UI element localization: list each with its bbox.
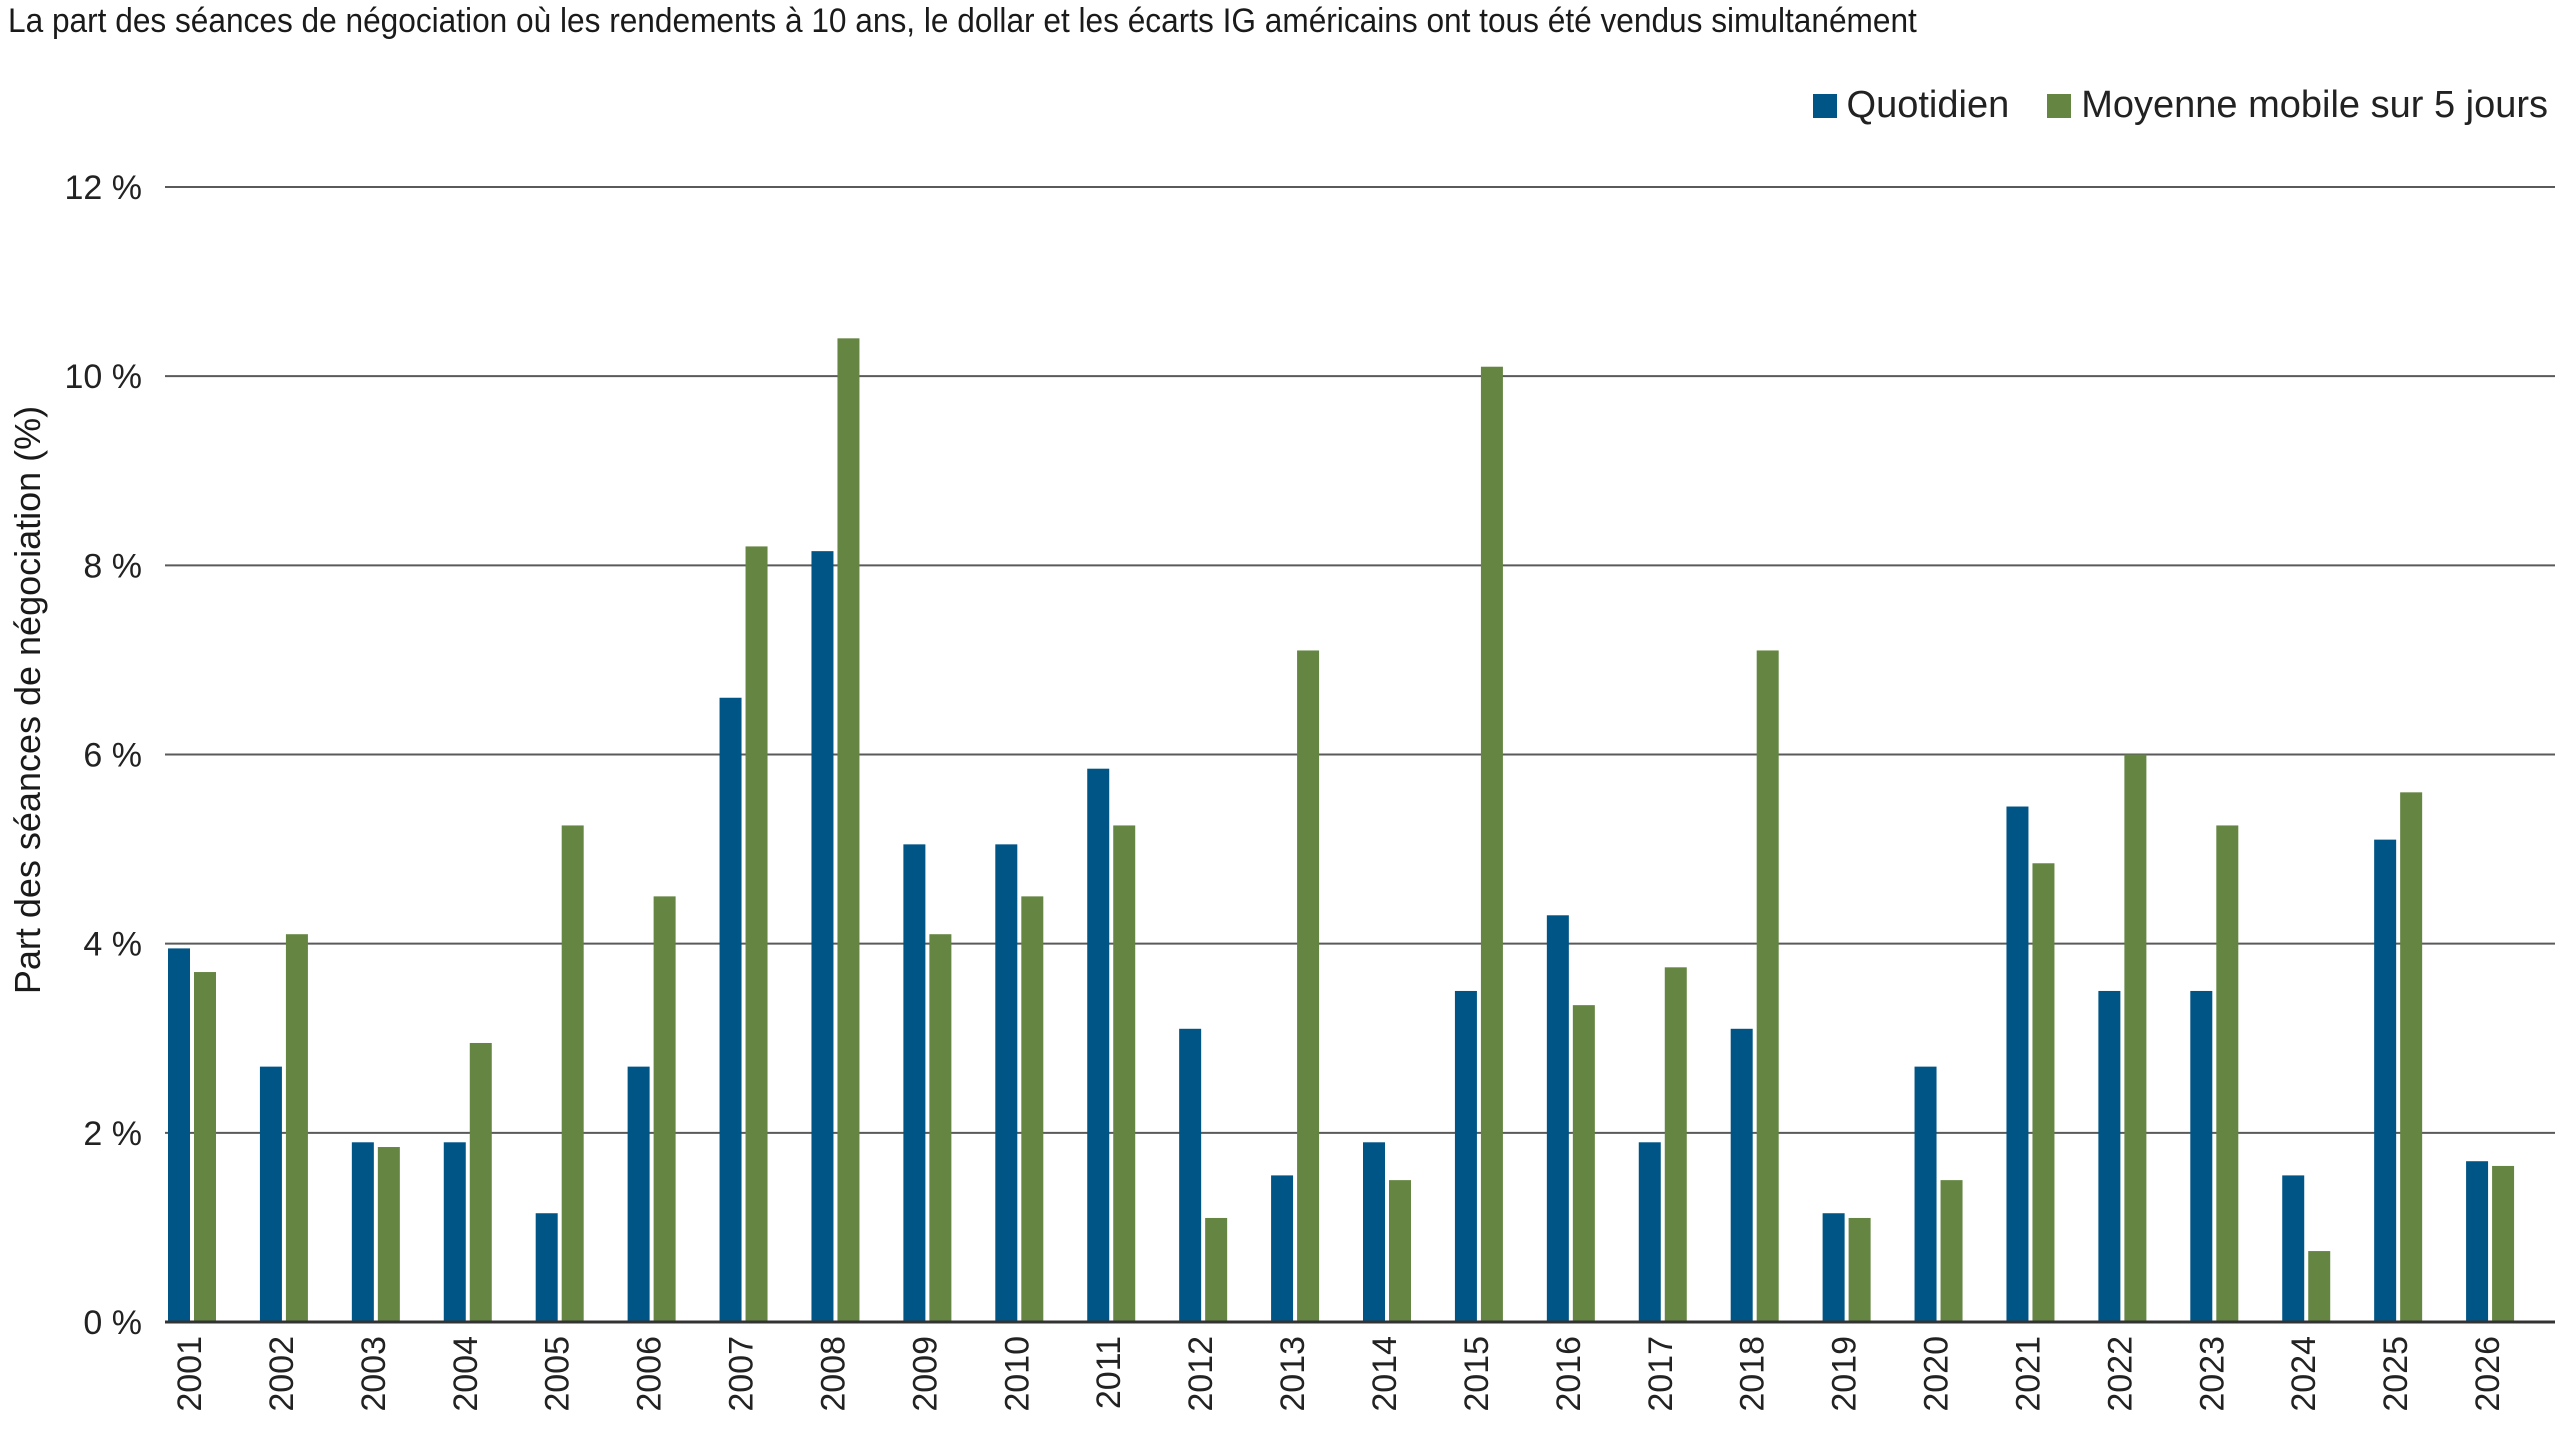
- y-tick-label: 2 %: [83, 1115, 142, 1153]
- bar-moving-average: [929, 934, 952, 1322]
- bar-daily: [2190, 990, 2213, 1322]
- bar-daily: [443, 1142, 466, 1322]
- bar-daily: [1822, 1213, 1845, 1322]
- legend-swatch-moving-average: [2047, 93, 2072, 118]
- x-tick-label: 2006: [631, 1336, 669, 1412]
- bar-daily: [1730, 1028, 1753, 1322]
- bar-moving-average: [285, 934, 308, 1322]
- bar-daily: [2466, 1161, 2489, 1322]
- bar-daily: [903, 844, 926, 1322]
- x-tick-label: 2012: [1182, 1336, 1220, 1412]
- x-tick-label: 2020: [1918, 1336, 1956, 1412]
- bar-daily: [995, 844, 1018, 1322]
- x-tick-label: 2001: [171, 1336, 209, 1412]
- x-tick-label: 2025: [2377, 1336, 2415, 1412]
- bar-moving-average: [1297, 650, 1320, 1322]
- bar-daily: [535, 1213, 558, 1322]
- bar-daily: [1546, 915, 1569, 1322]
- y-tick-label: 8 %: [83, 547, 142, 585]
- bar-daily: [1179, 1028, 1202, 1322]
- bar-daily: [1271, 1175, 1294, 1322]
- bar-moving-average: [1940, 1180, 1963, 1322]
- bar-moving-average: [469, 1042, 492, 1322]
- x-tick-label: 2008: [814, 1336, 852, 1412]
- bar-moving-average: [1480, 366, 1503, 1322]
- bar-moving-average: [194, 972, 216, 1322]
- bar-moving-average: [1848, 1217, 1871, 1322]
- x-tick-label: 2002: [263, 1336, 301, 1412]
- x-tick-label: 2009: [906, 1336, 944, 1412]
- bar-moving-average: [837, 338, 860, 1322]
- x-tick-label: 2010: [998, 1336, 1036, 1412]
- y-tick-labels: 0 % 2 % 4 % 6 % 8 % 10 % 12 %: [65, 169, 143, 1342]
- x-tick-label: 2014: [1366, 1336, 1404, 1412]
- bar-moving-average: [1389, 1180, 1411, 1322]
- bar-daily: [1363, 1142, 1385, 1322]
- bar-moving-average: [2032, 863, 2055, 1322]
- bar-daily: [259, 1066, 282, 1322]
- bar-daily: [1087, 768, 1110, 1322]
- bar-moving-average: [1205, 1217, 1228, 1322]
- bar-daily: [2374, 839, 2397, 1322]
- bar-moving-average: [1113, 825, 1136, 1322]
- bar-daily: [2098, 990, 2121, 1322]
- bar-moving-average: [1756, 650, 1779, 1322]
- bar-moving-average: [561, 825, 584, 1322]
- bar-moving-average: [2124, 754, 2147, 1322]
- y-tick-label: 0 %: [83, 1304, 142, 1342]
- bar-moving-average: [2216, 825, 2239, 1322]
- bar-moving-average: [2492, 1165, 2515, 1322]
- y-tick-label: 6 %: [83, 737, 142, 775]
- bar-daily: [719, 697, 742, 1322]
- x-tick-label: 2021: [2009, 1336, 2047, 1412]
- x-tick-label: 2004: [447, 1336, 485, 1412]
- bar-moving-average: [1572, 1005, 1595, 1322]
- x-tick-label: 2026: [2469, 1336, 2507, 1412]
- legend: Quotidien Moyenne mobile sur 5 jours: [1775, 84, 2548, 127]
- chart-title: La part des séances de négociation où le…: [8, 2, 1917, 40]
- bar-daily: [1914, 1066, 1937, 1322]
- y-tick-label: 12 %: [65, 169, 143, 207]
- bar-moving-average: [1664, 967, 1687, 1322]
- x-tick-label: 2013: [1274, 1336, 1312, 1412]
- x-tick-label: 2019: [1826, 1336, 1864, 1412]
- x-tick-label: 2024: [2285, 1336, 2323, 1412]
- bar-moving-average: [745, 546, 768, 1322]
- bar-moving-average: [1021, 896, 1044, 1322]
- x-tick-label: 2018: [1734, 1336, 1772, 1412]
- legend-item-moving-average: Moyenne mobile sur 5 jours: [2047, 84, 2548, 127]
- legend-swatch-daily: [1812, 93, 1837, 118]
- bar-moving-average: [2308, 1251, 2331, 1322]
- bar-daily: [1638, 1142, 1661, 1322]
- x-tick-label: 2011: [1090, 1336, 1128, 1409]
- legend-label-daily: Quotidien: [1846, 84, 2010, 126]
- x-tick-label: 2007: [723, 1336, 761, 1412]
- bar-daily: [1454, 990, 1477, 1322]
- y-tick-label: 10 %: [65, 358, 143, 396]
- bar-moving-average: [377, 1147, 400, 1322]
- bar-daily: [811, 551, 834, 1322]
- bar-daily: [351, 1142, 374, 1322]
- legend-item-daily: Quotidien: [1812, 84, 2010, 127]
- x-tick-label: 2017: [1642, 1336, 1680, 1412]
- x-tick-label: 2016: [1550, 1336, 1588, 1412]
- x-tick-labels: 2001 2002 2003 2004 2005 2006 2007 2008 2009 2010…: [171, 1336, 2507, 1412]
- bar-moving-average: [653, 896, 676, 1322]
- bar-moving-average: [2400, 792, 2423, 1322]
- bar-daily: [627, 1066, 650, 1322]
- x-tick-label: 2022: [2101, 1336, 2139, 1412]
- x-tick-label: 2015: [1458, 1336, 1496, 1412]
- bars: [168, 338, 2515, 1322]
- bar-daily: [168, 948, 190, 1322]
- x-tick-label: 2003: [355, 1336, 393, 1412]
- legend-label-moving-average: Moyenne mobile sur 5 jours: [2081, 84, 2548, 126]
- x-tick-label: 2005: [539, 1336, 577, 1412]
- x-tick-label: 2023: [2193, 1336, 2231, 1412]
- y-tick-label: 4 %: [83, 926, 142, 964]
- bar-daily: [2006, 806, 2029, 1322]
- bar-daily: [2282, 1175, 2305, 1322]
